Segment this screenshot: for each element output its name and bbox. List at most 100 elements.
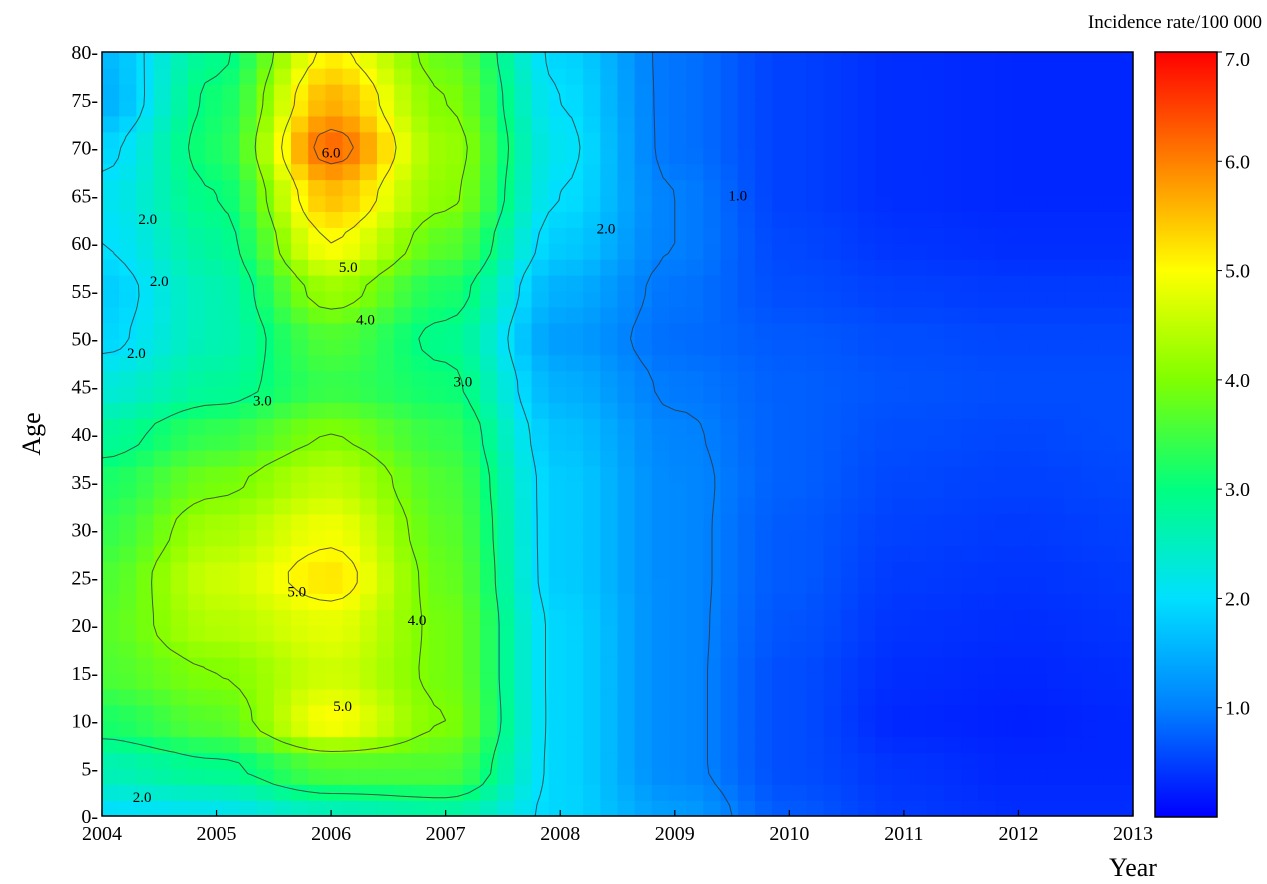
- heat-cell: [720, 83, 739, 101]
- heat-cell: [651, 434, 670, 451]
- heat-cell: [1064, 163, 1083, 181]
- heat-cell: [325, 211, 344, 228]
- heat-cell: [600, 593, 619, 610]
- heat-cell: [669, 688, 688, 706]
- heat-cell: [205, 52, 224, 69]
- heat-cell: [961, 52, 980, 69]
- heat-cell: [600, 688, 619, 706]
- heat-cell: [961, 720, 980, 738]
- heat-cell: [1012, 338, 1031, 356]
- heat-cell: [840, 147, 859, 165]
- heat-cell: [995, 513, 1014, 531]
- heat-cell: [187, 258, 206, 276]
- y-tick-label: 10-: [71, 711, 98, 733]
- heat-cell: [892, 593, 911, 610]
- heat-cell: [376, 752, 395, 770]
- heat-cell: [376, 322, 395, 340]
- heat-cell: [720, 370, 739, 388]
- heat-cell: [480, 577, 499, 594]
- heat-cell: [754, 67, 773, 85]
- heat-cell: [686, 370, 705, 388]
- heat-cell: [565, 513, 584, 531]
- heat-cell: [943, 688, 962, 706]
- heat-cell: [119, 577, 138, 594]
- heat-cell: [170, 593, 189, 610]
- heat-cell: [480, 784, 499, 801]
- heat-cell: [239, 195, 258, 212]
- heat-cell: [669, 800, 688, 816]
- heat-cell: [565, 561, 584, 579]
- heat-cell: [514, 481, 533, 499]
- heat-cell: [669, 720, 688, 738]
- heat-cell: [170, 322, 189, 340]
- heat-cell: [222, 497, 241, 515]
- heat-cell: [136, 306, 155, 324]
- heat-cell: [823, 481, 842, 499]
- heat-cell: [205, 67, 224, 85]
- heat-cell: [720, 529, 739, 547]
- heat-cell: [394, 370, 413, 388]
- heat-cell: [600, 529, 619, 547]
- heat-cell: [1029, 99, 1048, 117]
- heat-cell: [153, 258, 172, 276]
- heat-cell: [342, 720, 361, 738]
- heat-cell: [943, 449, 962, 467]
- heat-cell: [187, 640, 206, 658]
- heat-cell: [926, 449, 945, 467]
- heat-cell: [772, 290, 791, 308]
- heat-cell: [205, 784, 224, 801]
- heat-cell: [858, 640, 877, 658]
- heat-cell: [119, 720, 138, 738]
- heat-cell: [222, 640, 241, 658]
- heat-cell: [789, 800, 808, 816]
- heat-cell: [531, 577, 550, 594]
- heat-cell: [462, 577, 481, 594]
- heat-cell: [617, 163, 636, 181]
- heat-cell: [480, 513, 499, 531]
- heat-cell: [187, 418, 206, 435]
- heat-cell: [1081, 306, 1100, 324]
- heat-cell: [600, 131, 619, 149]
- heat-cell: [308, 513, 327, 531]
- heat-cell: [239, 274, 258, 292]
- heat-cell: [342, 752, 361, 770]
- heat-cell: [256, 354, 275, 372]
- heat-cell: [462, 227, 481, 244]
- heat-cell: [342, 243, 361, 260]
- heat-cell: [205, 640, 224, 658]
- heat-cell: [1029, 195, 1048, 212]
- heat-cell: [943, 243, 962, 260]
- heat-cell: [548, 243, 567, 260]
- heat-cell: [291, 274, 309, 292]
- heat-cell: [772, 370, 791, 388]
- heat-cell: [858, 274, 877, 292]
- heat-cell: [943, 434, 962, 451]
- heat-cell: [548, 354, 567, 372]
- heat-cell: [703, 370, 722, 388]
- heat-cell: [325, 418, 344, 435]
- heat-cell: [497, 704, 516, 722]
- heat-cell: [875, 640, 894, 658]
- heat-cell: [1047, 227, 1066, 244]
- heat-cell: [1012, 179, 1031, 197]
- heat-cell: [411, 83, 430, 101]
- heat-cell: [273, 752, 292, 770]
- heat-cell: [376, 258, 395, 276]
- x-axis-title: Year: [1109, 853, 1157, 882]
- heat-cell: [909, 115, 928, 133]
- heat-cell: [325, 672, 344, 690]
- heat-cell: [256, 322, 275, 340]
- heat-cell: [634, 83, 653, 101]
- y-axis-title: Age: [17, 412, 46, 455]
- heat-cell: [634, 99, 653, 117]
- heat-cell: [823, 497, 842, 515]
- heat-cell: [754, 243, 773, 260]
- heat-cell: [892, 338, 911, 356]
- heat-cell: [497, 561, 516, 579]
- heat-cell: [342, 115, 361, 133]
- heat-cell: [222, 434, 241, 451]
- heat-cell: [136, 593, 155, 610]
- heat-cell: [600, 243, 619, 260]
- heat-cell: [583, 688, 602, 706]
- heat-cell: [634, 227, 653, 244]
